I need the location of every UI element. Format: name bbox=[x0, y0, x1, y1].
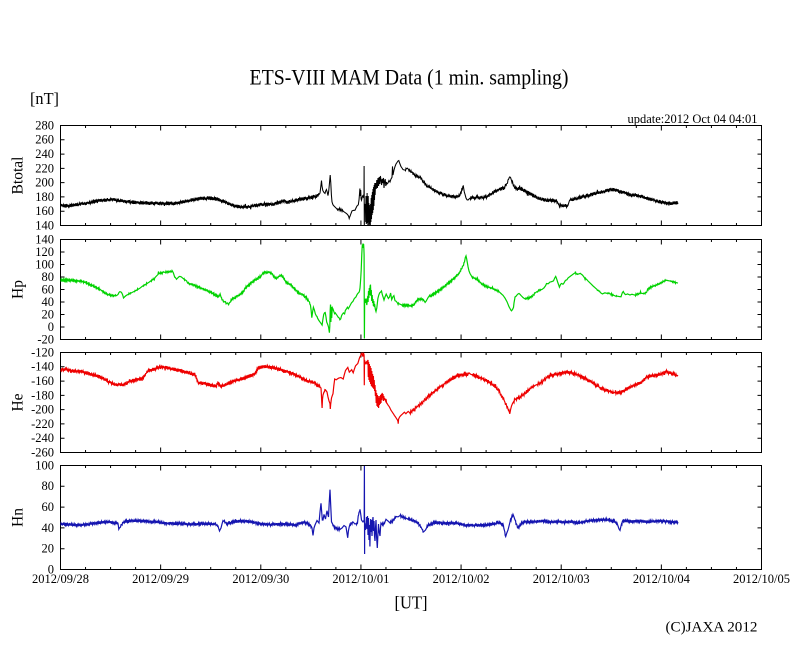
svg-text:-220: -220 bbox=[31, 417, 54, 431]
svg-text:-260: -260 bbox=[31, 445, 54, 459]
svg-text:100: 100 bbox=[35, 458, 54, 472]
svg-text:-160: -160 bbox=[31, 374, 54, 388]
svg-text:140: 140 bbox=[35, 232, 54, 246]
svg-text:80: 80 bbox=[42, 270, 55, 284]
svg-text:-120: -120 bbox=[31, 345, 54, 359]
svg-text:-200: -200 bbox=[31, 403, 54, 417]
svg-text:Hp: Hp bbox=[10, 280, 27, 299]
svg-text:60: 60 bbox=[42, 500, 55, 514]
svg-text:2012/10/03: 2012/10/03 bbox=[533, 572, 590, 586]
svg-text:100: 100 bbox=[35, 257, 54, 271]
svg-text:(C)JAXA 2012: (C)JAXA 2012 bbox=[666, 620, 758, 636]
svg-text:[UT]: [UT] bbox=[395, 593, 428, 613]
svg-text:180: 180 bbox=[35, 190, 54, 204]
svg-text:2012/10/01: 2012/10/01 bbox=[332, 572, 389, 586]
svg-text:2012/09/30: 2012/09/30 bbox=[232, 572, 289, 586]
svg-text:0: 0 bbox=[48, 562, 54, 576]
svg-text:60: 60 bbox=[42, 282, 55, 296]
svg-text:0: 0 bbox=[48, 320, 54, 334]
svg-text:160: 160 bbox=[35, 204, 54, 218]
svg-text:update:2012 Oct 04 04:01: update:2012 Oct 04 04:01 bbox=[628, 112, 758, 126]
svg-text:-180: -180 bbox=[31, 388, 54, 402]
svg-text:ETS-VIII MAM Data (1 min. samp: ETS-VIII MAM Data (1 min. sampling) bbox=[250, 65, 569, 90]
svg-text:-140: -140 bbox=[31, 360, 54, 374]
svg-text:20: 20 bbox=[42, 542, 55, 556]
svg-text:280: 280 bbox=[35, 118, 54, 132]
svg-text:120: 120 bbox=[35, 245, 54, 259]
svg-text:-20: -20 bbox=[37, 332, 54, 346]
svg-text:Hn: Hn bbox=[10, 508, 27, 527]
svg-text:40: 40 bbox=[42, 521, 55, 535]
svg-text:240: 240 bbox=[35, 147, 54, 161]
svg-text:2012/10/05: 2012/10/05 bbox=[733, 572, 790, 586]
svg-text:2012/09/28: 2012/09/28 bbox=[32, 572, 89, 586]
svg-text:40: 40 bbox=[42, 295, 55, 309]
svg-text:2012/10/04: 2012/10/04 bbox=[633, 572, 691, 586]
svg-text:220: 220 bbox=[35, 161, 54, 175]
svg-text:He: He bbox=[10, 393, 27, 411]
svg-text:20: 20 bbox=[42, 307, 55, 321]
svg-text:200: 200 bbox=[35, 176, 54, 190]
svg-text:260: 260 bbox=[35, 133, 54, 147]
svg-text:80: 80 bbox=[42, 479, 55, 493]
svg-text:2012/10/02: 2012/10/02 bbox=[433, 572, 490, 586]
svg-text:[nT]: [nT] bbox=[30, 89, 59, 108]
svg-text:140: 140 bbox=[35, 218, 54, 232]
svg-text:-240: -240 bbox=[31, 431, 54, 445]
svg-text:Btotal: Btotal bbox=[10, 157, 27, 195]
svg-text:2012/09/29: 2012/09/29 bbox=[132, 572, 189, 586]
